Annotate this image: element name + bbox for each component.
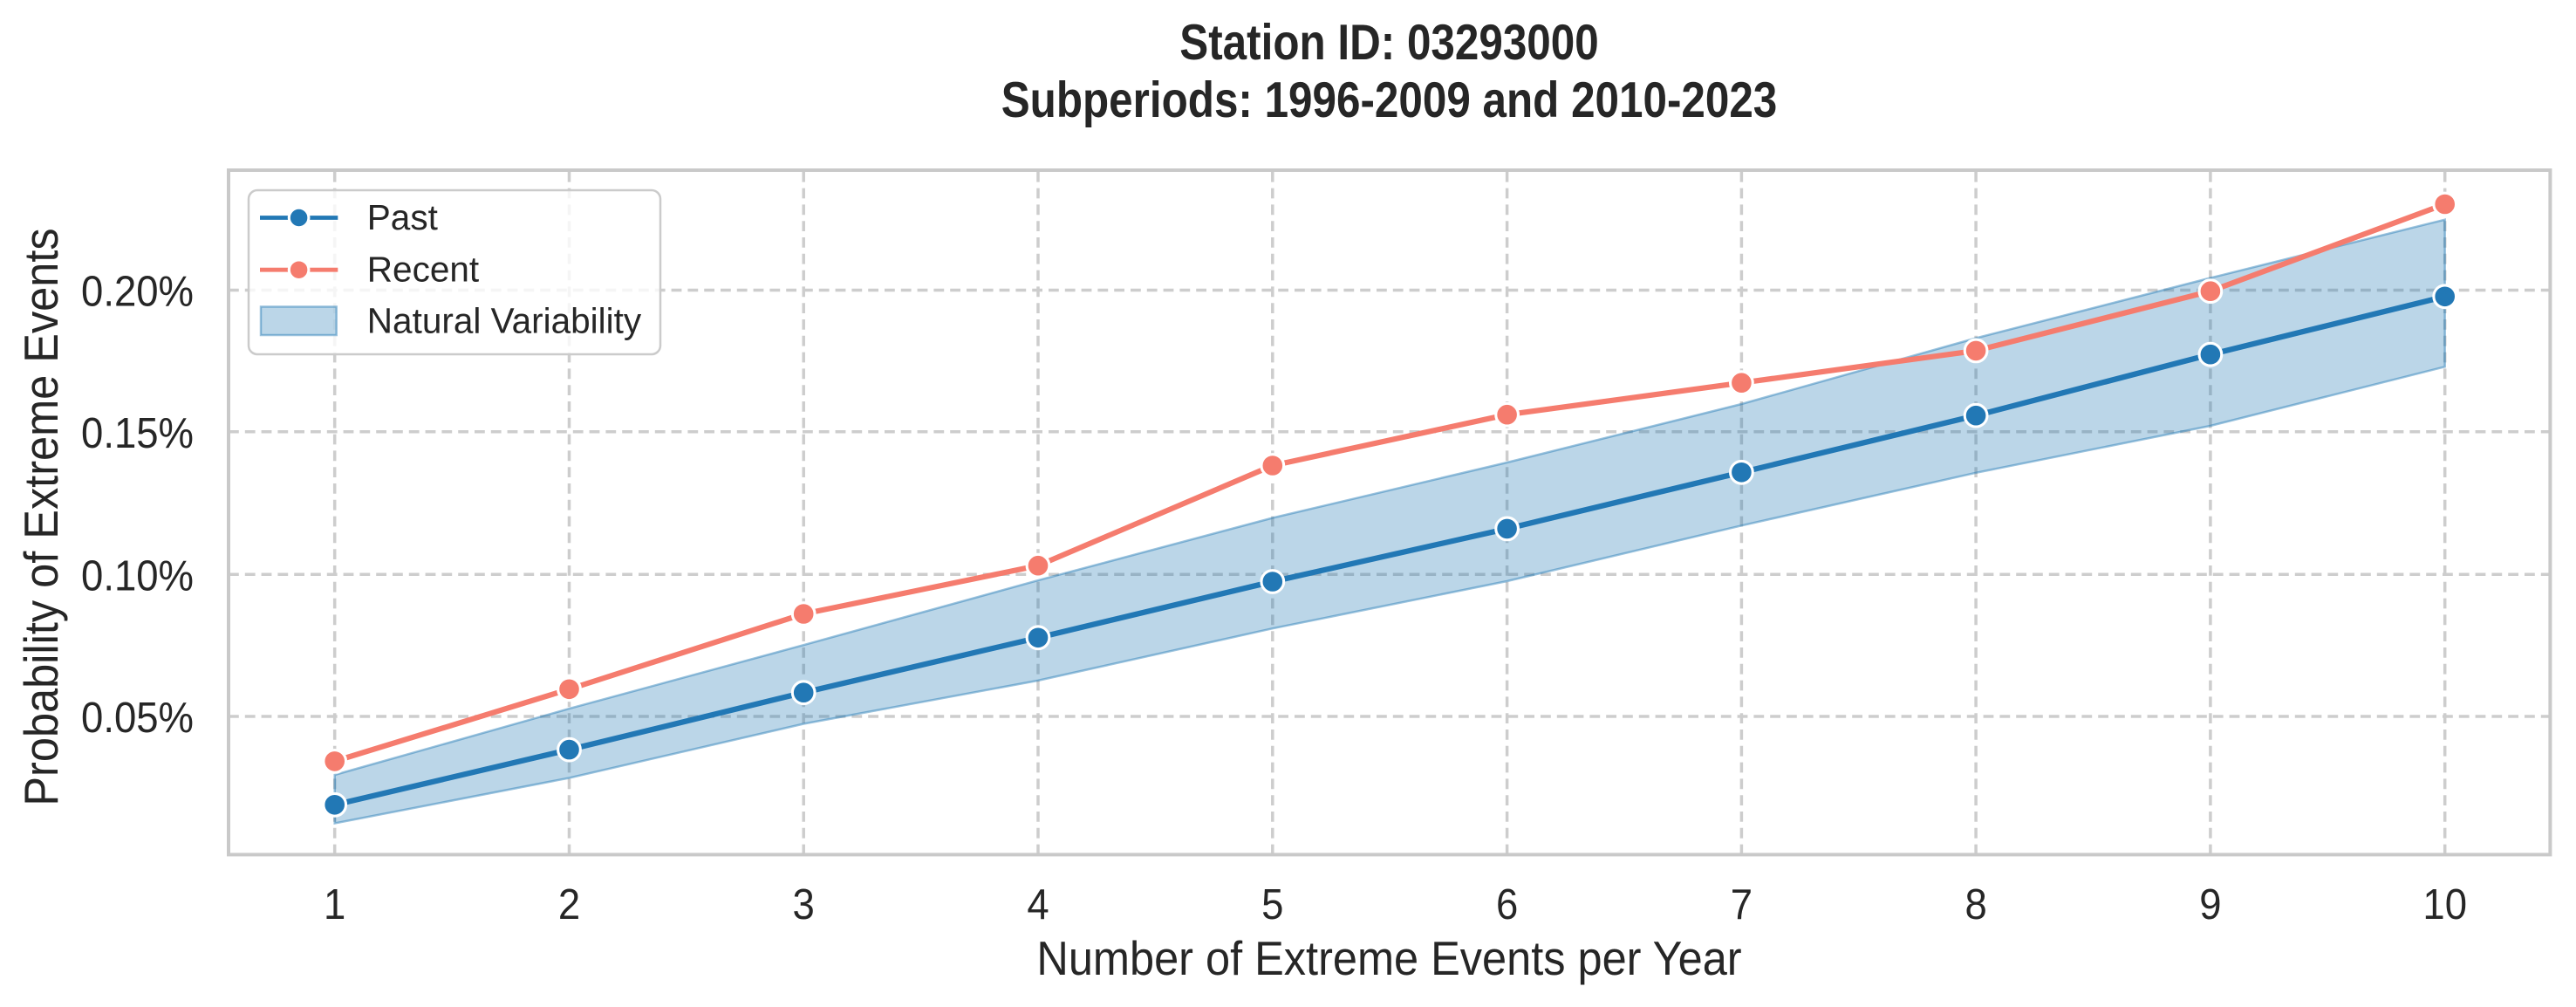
svg-text:0.20%: 0.20% xyxy=(81,268,194,316)
svg-text:10: 10 xyxy=(2422,881,2467,929)
svg-text:9: 9 xyxy=(2199,881,2221,929)
svg-text:0.15%: 0.15% xyxy=(81,409,194,457)
svg-text:2: 2 xyxy=(558,881,580,929)
svg-text:0.05%: 0.05% xyxy=(81,695,194,743)
svg-text:8: 8 xyxy=(1964,881,1986,929)
svg-text:3: 3 xyxy=(793,881,815,929)
svg-text:Number of Extreme Events per Y: Number of Extreme Events per Year xyxy=(1036,932,1741,985)
svg-text:Station ID: 03293000: Station ID: 03293000 xyxy=(1179,14,1598,70)
svg-text:6: 6 xyxy=(1496,881,1518,929)
svg-text:7: 7 xyxy=(1731,881,1753,929)
svg-text:Probability of Extreme Events: Probability of Extreme Events xyxy=(15,228,68,805)
svg-text:4: 4 xyxy=(1027,881,1049,929)
svg-text:1: 1 xyxy=(324,881,345,929)
svg-text:Recent: Recent xyxy=(367,250,479,290)
svg-text:Subperiods: 1996-2009 and 2010: Subperiods: 1996-2009 and 2010-2023 xyxy=(1001,72,1778,128)
svg-text:Natural Variability: Natural Variability xyxy=(367,300,642,340)
svg-text:5: 5 xyxy=(1261,881,1283,929)
svg-text:Past: Past xyxy=(367,197,438,237)
svg-text:0.10%: 0.10% xyxy=(81,552,194,600)
